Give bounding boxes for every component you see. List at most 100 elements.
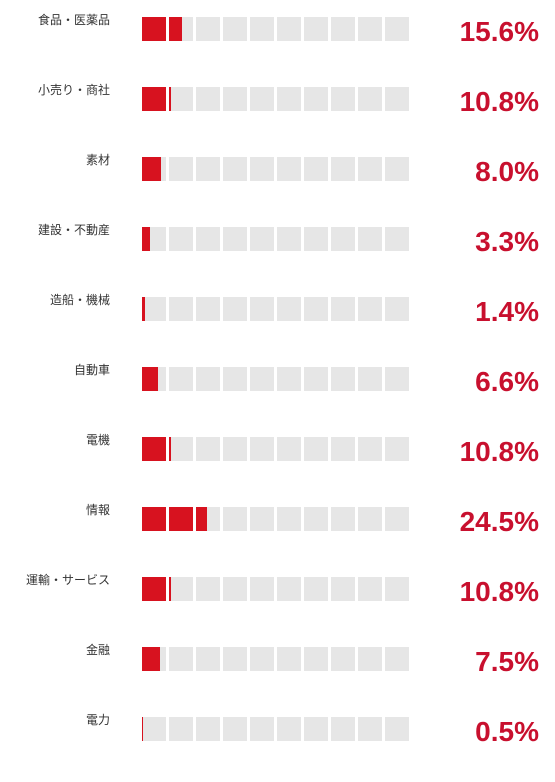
bar-fill xyxy=(169,87,171,111)
bar-segment xyxy=(169,647,193,671)
bar-segment xyxy=(196,157,220,181)
bar-segment xyxy=(142,157,166,181)
bar-segment xyxy=(277,507,301,531)
bar-fill xyxy=(142,297,145,321)
bar-segment xyxy=(223,507,247,531)
bar-segment xyxy=(277,17,301,41)
bar-segment xyxy=(169,227,193,251)
bar-segment xyxy=(358,507,382,531)
category-label: 自動車 xyxy=(73,363,110,377)
bar-segment xyxy=(250,227,274,251)
bar-segment xyxy=(223,367,247,391)
bar-segment xyxy=(196,17,220,41)
category-label: 小売り・商社 xyxy=(37,83,110,97)
bar-segment xyxy=(223,227,247,251)
bar-segment xyxy=(196,647,220,671)
bar-segment xyxy=(196,367,220,391)
value-label: 1.4% xyxy=(475,296,539,327)
bar-segment xyxy=(358,577,382,601)
bar-segment xyxy=(358,87,382,111)
chart-row: 自動車 6.6% xyxy=(0,362,555,432)
bar-segment xyxy=(223,87,247,111)
bar-track xyxy=(142,717,412,743)
bar-segment xyxy=(358,647,382,671)
bar-segment xyxy=(250,367,274,391)
value-label: 10.8% xyxy=(459,86,539,117)
category-label: 建設・不動産 xyxy=(37,223,110,237)
chart-row: 造船・機械 1.4% xyxy=(0,292,555,362)
bar-segment xyxy=(169,717,193,741)
bar-segment xyxy=(223,577,247,601)
bar-fill xyxy=(142,367,158,391)
bar-segment xyxy=(169,577,193,601)
bar-segment xyxy=(223,437,247,461)
bar-track xyxy=(142,157,412,183)
chart-row: 電機 10.8% xyxy=(0,432,555,502)
bar-track xyxy=(142,87,412,113)
bar-segment xyxy=(250,577,274,601)
bar-segment xyxy=(223,17,247,41)
chart-row: 電力 0.5% xyxy=(0,712,555,782)
bar-segment xyxy=(385,297,409,321)
bar-segment xyxy=(358,437,382,461)
bar-segment xyxy=(169,157,193,181)
bar-segment xyxy=(304,507,328,531)
bar-track xyxy=(142,367,412,393)
category-label: 金融 xyxy=(85,643,110,657)
bar-fill xyxy=(142,227,150,251)
bar-segment xyxy=(331,157,355,181)
bar-fill xyxy=(142,437,166,461)
bar-segment xyxy=(250,17,274,41)
bar-fill xyxy=(196,507,207,531)
bar-track xyxy=(142,507,412,533)
bar-segment xyxy=(277,297,301,321)
bar-fill xyxy=(142,507,166,531)
bar-fill xyxy=(142,87,166,111)
bar-fill xyxy=(169,437,171,461)
bar-fill xyxy=(142,17,166,41)
bar-segment xyxy=(250,647,274,671)
value-label: 3.3% xyxy=(475,226,539,257)
bar-segment xyxy=(304,647,328,671)
bar-segment xyxy=(277,647,301,671)
bar-fill xyxy=(142,717,143,741)
bar-segment xyxy=(304,227,328,251)
value-label: 6.6% xyxy=(475,366,539,397)
bar-segment xyxy=(169,297,193,321)
bar-fill xyxy=(169,507,193,531)
bar-segment xyxy=(385,17,409,41)
bar-segment xyxy=(142,227,166,251)
bar-segment xyxy=(169,437,193,461)
bar-segment xyxy=(169,367,193,391)
bar-segment xyxy=(142,507,166,531)
chart-row: 食品・医薬品 15.6% xyxy=(0,12,555,82)
value-label: 0.5% xyxy=(475,716,539,747)
category-label: 電機 xyxy=(85,433,110,447)
chart-row: 小売り・商社 10.8% xyxy=(0,82,555,152)
bar-fill xyxy=(142,577,166,601)
bar-segment xyxy=(142,717,166,741)
bar-track xyxy=(142,227,412,253)
chart-row: 金融 7.5% xyxy=(0,642,555,712)
bar-segment xyxy=(358,227,382,251)
bar-segment xyxy=(277,87,301,111)
value-label: 15.6% xyxy=(459,16,539,47)
bar-segment xyxy=(358,17,382,41)
bar-fill xyxy=(142,647,160,671)
bar-segment xyxy=(196,297,220,321)
bar-segment xyxy=(304,717,328,741)
bar-segment xyxy=(331,717,355,741)
chart-row: 運輸・サービス 10.8% xyxy=(0,572,555,642)
value-label: 7.5% xyxy=(475,646,539,677)
bar-segment xyxy=(277,437,301,461)
bar-segment xyxy=(250,717,274,741)
bar-segment xyxy=(331,367,355,391)
bar-track xyxy=(142,577,412,603)
bar-segment xyxy=(142,367,166,391)
bar-segment xyxy=(385,507,409,531)
bar-segment xyxy=(223,647,247,671)
bar-segment xyxy=(331,437,355,461)
bar-segment xyxy=(385,367,409,391)
bar-segment xyxy=(385,577,409,601)
bar-segment xyxy=(196,717,220,741)
